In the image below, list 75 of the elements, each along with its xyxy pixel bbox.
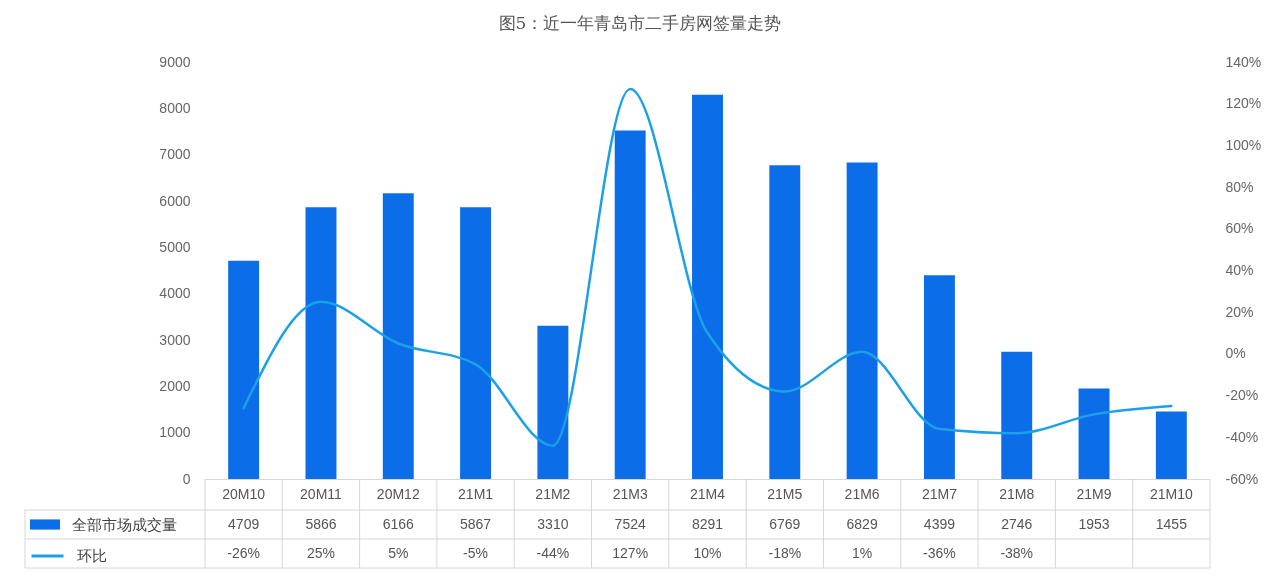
- bar: [228, 260, 260, 479]
- data-label: 6829: [846, 515, 878, 532]
- data-label: 10%: [693, 544, 722, 561]
- y2-tick-label: -20%: [1225, 387, 1259, 404]
- x-tick-label: 21M9: [1076, 486, 1112, 502]
- x-tick-label: 21M7: [921, 486, 958, 502]
- bar: [1155, 411, 1187, 479]
- y-tick-label: 7000: [159, 146, 191, 163]
- y-tick-label: 8000: [159, 99, 191, 116]
- data-label: 8291: [691, 515, 724, 532]
- y-tick-label: 0: [182, 470, 191, 487]
- data-label: 1%: [852, 544, 873, 561]
- data-label: 5867: [460, 515, 492, 532]
- data-label: 4709: [228, 515, 260, 532]
- bar: [692, 94, 723, 479]
- data-label: -44%: [536, 544, 570, 561]
- x-tick-label: 20M11: [300, 486, 343, 502]
- data-label: 1455: [1155, 515, 1188, 532]
- x-tick-label: 21M5: [767, 486, 803, 502]
- chart-title: 图5：近一年青岛市二手房网签量走势: [498, 13, 782, 33]
- bar: [846, 162, 878, 479]
- y-tick-label: 5000: [159, 238, 191, 255]
- bar: [923, 275, 955, 479]
- data-label: -26%: [227, 544, 260, 561]
- legend-label: 全部市场成交量: [72, 515, 177, 534]
- line-series: [242, 87, 1173, 447]
- y2-tick-label: 120%: [1225, 95, 1262, 112]
- x-tick-label: 21M2: [535, 486, 571, 502]
- bar: [382, 193, 414, 479]
- bar: [1001, 351, 1033, 479]
- y2-tick-label: 60%: [1225, 220, 1254, 237]
- data-label: -18%: [768, 544, 802, 561]
- data-label: 5%: [388, 544, 409, 561]
- x-tick-label: 21M4: [689, 486, 726, 502]
- x-tick-label: 21M1: [458, 486, 494, 502]
- data-label: 6769: [769, 515, 801, 532]
- x-tick-label: 21M3: [612, 486, 648, 502]
- y2-tick-label: -40%: [1225, 428, 1259, 445]
- bar: [460, 207, 492, 479]
- y-tick-label: 6000: [159, 192, 191, 209]
- y2-tick-label: 40%: [1225, 262, 1254, 278]
- y2-tick-label: 100%: [1225, 136, 1262, 153]
- data-label: 1953: [1078, 515, 1110, 532]
- y-tick-label: 3000: [159, 331, 191, 348]
- y-tick-label: 9000: [159, 53, 191, 70]
- data-label: 6166: [382, 515, 415, 532]
- bar: [1078, 388, 1110, 479]
- bar: [769, 165, 801, 479]
- x-tick-label: 20M10: [222, 486, 266, 502]
- data-label: 4399: [923, 515, 956, 532]
- x-tick-label: 20M12: [376, 486, 420, 502]
- bar: [537, 325, 569, 479]
- y2-tick-label: 140%: [1225, 53, 1262, 70]
- y2-tick-label: 80%: [1225, 178, 1254, 195]
- y-tick-label: 1000: [159, 424, 191, 441]
- y2-tick-label: 0%: [1225, 345, 1246, 362]
- data-label: -36%: [923, 544, 956, 561]
- x-tick-label: 21M10: [1149, 486, 1193, 502]
- data-label: 5866: [305, 515, 337, 532]
- bar: [305, 207, 337, 479]
- legend-label: 环比: [77, 547, 107, 565]
- data-label: 3310: [537, 515, 569, 532]
- y2-tick-label: -60%: [1225, 470, 1259, 487]
- data-label: 7524: [614, 515, 646, 532]
- y-tick-label: 2000: [159, 377, 191, 394]
- x-tick-label: 21M8: [999, 486, 1035, 502]
- x-tick-label: 21M6: [844, 486, 880, 502]
- y2-tick-label: 20%: [1225, 303, 1254, 320]
- data-label: -5%: [463, 544, 489, 561]
- y-tick-label: 4000: [159, 285, 191, 302]
- data-label: 25%: [306, 544, 335, 561]
- data-label: 2746: [1001, 515, 1033, 532]
- data-label: -38%: [1000, 544, 1034, 561]
- data-label: 127%: [612, 544, 649, 561]
- bar: [614, 130, 646, 479]
